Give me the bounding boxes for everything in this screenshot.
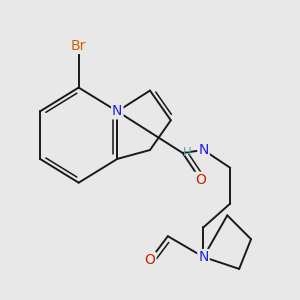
- Text: N: N: [198, 143, 209, 157]
- Text: H: H: [183, 146, 191, 160]
- Text: N: N: [112, 104, 122, 118]
- Text: O: O: [195, 173, 206, 187]
- Text: N: N: [198, 250, 209, 264]
- Text: Br: Br: [71, 39, 86, 53]
- Text: O: O: [145, 253, 155, 267]
